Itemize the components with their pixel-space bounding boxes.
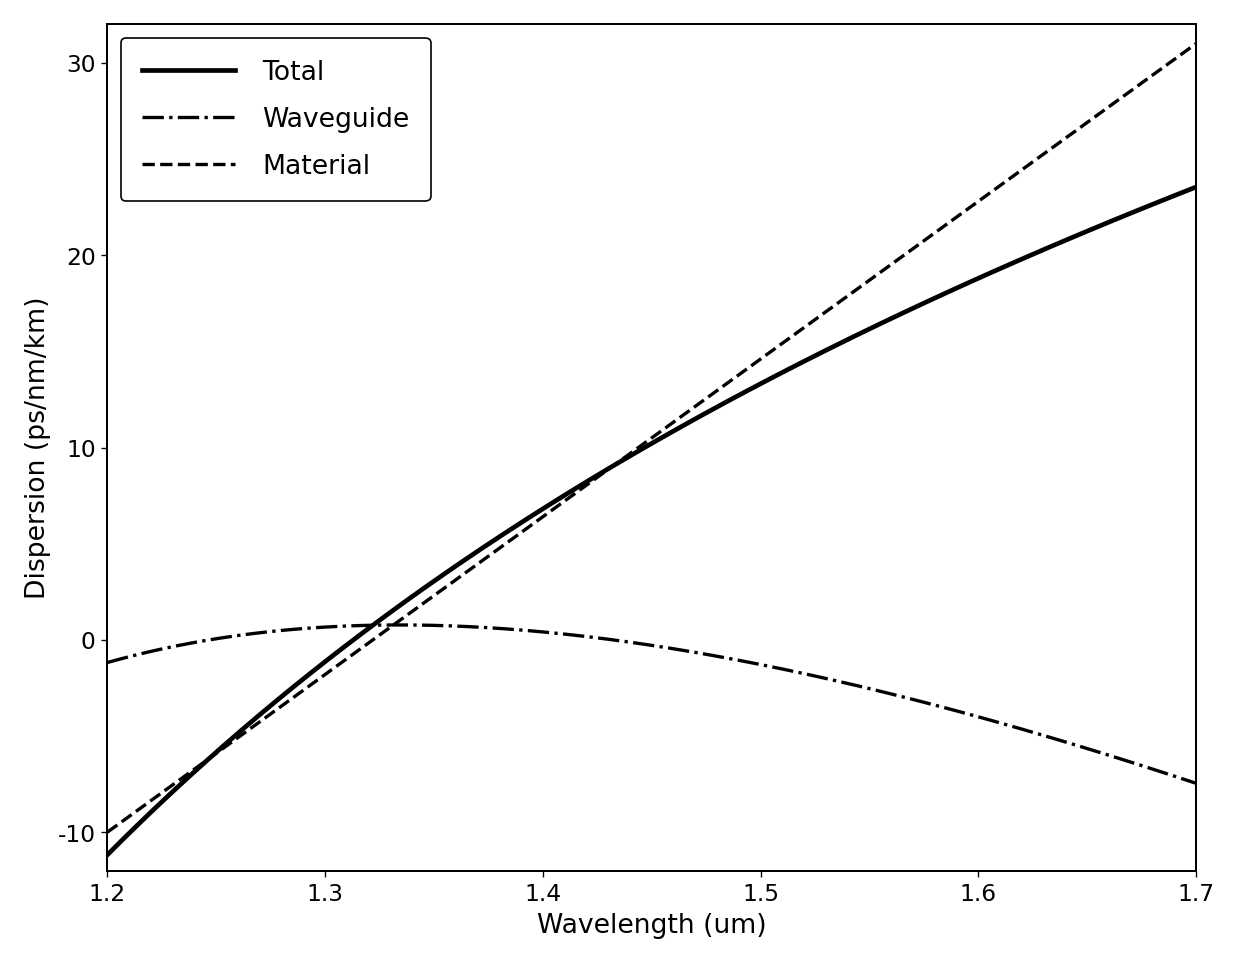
- Total: [617, 454, 632, 465]
- Total: [747, 381, 762, 393]
- X-axis label: Wavelength (um): Wavelength (um): [536, 912, 766, 938]
- Waveguide: [750, 659, 764, 670]
- Y-axis label: Dispersion (ps/nm/km): Dispersion (ps/nm/km): [25, 297, 51, 599]
- Total: [991, 264, 1006, 275]
- Waveguide: [618, 637, 633, 648]
- Material: [100, 826, 115, 838]
- Total: [689, 413, 704, 425]
- Line: Total: Total: [108, 188, 1196, 855]
- Material: [623, 448, 638, 459]
- Material: [1188, 39, 1203, 50]
- Total: [623, 450, 638, 461]
- Waveguide: [100, 657, 115, 668]
- Waveguide: [691, 647, 706, 659]
- Waveguide: [1163, 769, 1178, 781]
- Line: Waveguide: Waveguide: [108, 625, 1196, 783]
- Material: [1162, 58, 1177, 69]
- Line: Material: Material: [108, 44, 1196, 832]
- Material: [747, 357, 762, 369]
- Legend: Total, Waveguide, Material: Total, Waveguide, Material: [120, 39, 430, 201]
- Total: [100, 849, 115, 861]
- Total: [1162, 192, 1177, 203]
- Material: [689, 400, 704, 411]
- Material: [991, 181, 1006, 193]
- Total: [1188, 182, 1203, 194]
- Waveguide: [392, 619, 406, 631]
- Waveguide: [994, 717, 1009, 729]
- Material: [617, 453, 632, 464]
- Waveguide: [1188, 777, 1203, 789]
- Waveguide: [626, 638, 641, 649]
